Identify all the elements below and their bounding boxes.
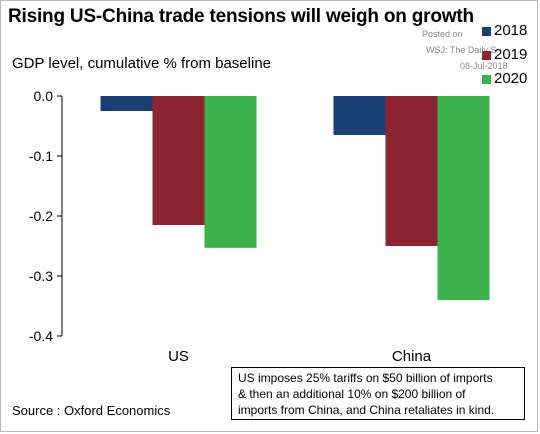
note-line-3: imports from China, and China retaliates… [238,403,495,417]
y-tick-label: -0.1 [29,148,53,164]
chart-title: Rising US-China trade tensions will weig… [8,6,474,27]
bar-china-2020 [437,96,490,300]
legend-swatch-2020 [482,75,491,84]
bar-us-2019 [152,96,205,225]
legend-label-2020: 2020 [494,70,528,87]
note-line-2: & then an additional 10% on $200 billion… [238,387,466,401]
scenario-note-box: US imposes 25% tariffs on $50 billion of… [231,367,525,420]
x-tick-label-us: US [168,348,189,365]
bar-china-2018 [333,96,386,135]
legend-swatch-2019 [482,51,491,60]
watermark-site: WSJ: The Daily S [426,45,497,55]
watermark-date: 08-Jul-2018 [460,61,508,71]
legend-swatch-2018 [482,27,491,36]
legend-label-2019: 2019 [494,46,528,63]
bar-china-2019 [385,96,438,246]
watermark-posted-on: Posted on [422,29,463,39]
legend-label-2018: 2018 [494,22,528,39]
x-tick-label-china: China [392,348,432,365]
source-note: Source : Oxford Economics [12,403,171,418]
bar-us-2018 [100,96,153,111]
bar-us-2020 [204,96,257,248]
y-tick-label: 0.0 [34,88,54,104]
y-tick-label: -0.4 [29,328,53,344]
y-tick-label: -0.3 [29,268,53,284]
note-line-1: US imposes 25% tariffs on $50 billion of… [238,371,493,385]
y-tick-label: -0.2 [29,208,53,224]
chart-subtitle: GDP level, cumulative % from baseline [12,55,271,72]
